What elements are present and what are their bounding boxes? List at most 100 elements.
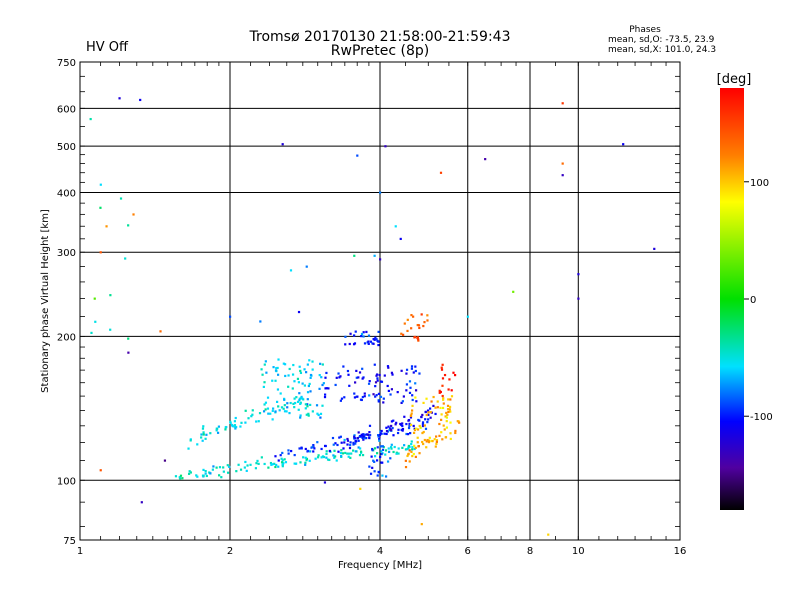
data-point (325, 452, 328, 456)
hv-status-label: HV Off (86, 40, 129, 55)
data-point (281, 463, 284, 466)
colorbar (720, 88, 744, 510)
data-point (442, 424, 445, 427)
data-point (390, 443, 393, 446)
data-point (359, 435, 363, 438)
data-point (309, 376, 312, 379)
data-point (237, 463, 240, 466)
data-point (341, 452, 344, 455)
data-point (426, 314, 429, 317)
data-point (239, 425, 242, 428)
data-point (373, 254, 376, 257)
data-point (99, 251, 102, 254)
data-point (390, 429, 393, 432)
data-point (368, 465, 371, 468)
data-point (127, 351, 130, 354)
data-point (372, 393, 375, 396)
data-point (440, 368, 444, 371)
data-point (340, 441, 343, 444)
data-point (347, 455, 350, 458)
data-point (293, 453, 296, 457)
data-point (377, 435, 380, 438)
data-point (251, 409, 254, 412)
data-point (274, 465, 277, 469)
data-point (354, 450, 357, 453)
data-point (454, 431, 457, 435)
data-point (270, 463, 273, 466)
data-point (424, 427, 428, 430)
data-point (442, 398, 445, 401)
data-point (352, 443, 355, 446)
data-point (99, 206, 102, 209)
data-point (348, 384, 351, 387)
data-point (420, 313, 423, 316)
data-point (293, 380, 296, 383)
data-point (429, 416, 432, 419)
data-point (255, 420, 258, 423)
data-point (376, 446, 379, 449)
data-point (406, 448, 409, 451)
data-point (441, 394, 444, 398)
data-point (299, 414, 302, 417)
data-point (446, 408, 450, 411)
data-point (409, 386, 412, 389)
data-point (287, 449, 290, 452)
data-point (348, 342, 351, 346)
data-point (300, 447, 303, 450)
data-point (336, 443, 339, 447)
data-point (338, 376, 341, 379)
data-point (358, 435, 361, 438)
data-point (200, 436, 203, 439)
data-point (353, 392, 356, 395)
data-point (412, 371, 415, 374)
data-point (313, 447, 316, 450)
x-axis-label: Frequency [MHz] (338, 560, 422, 571)
data-point (448, 408, 451, 411)
data-point (392, 434, 395, 437)
data-point (417, 418, 420, 422)
data-point (202, 425, 205, 428)
data-point (405, 422, 408, 426)
data-point (292, 363, 295, 367)
data-point (400, 423, 403, 427)
data-point (362, 335, 365, 338)
data-point (427, 413, 430, 417)
data-point (320, 376, 323, 379)
y-tick-label: 75 (63, 536, 76, 547)
data-point (220, 476, 223, 479)
data-point (384, 475, 388, 478)
data-point (421, 424, 425, 428)
data-point (298, 397, 301, 400)
data-point (298, 447, 301, 450)
data-point (338, 436, 341, 439)
data-point (380, 461, 383, 464)
data-point (321, 363, 324, 366)
data-point (367, 334, 371, 337)
data-point (335, 459, 338, 462)
data-point (99, 183, 102, 186)
data-point (394, 225, 397, 228)
data-point (435, 442, 438, 445)
data-point (426, 420, 429, 424)
data-point (204, 437, 207, 440)
data-point (159, 330, 162, 333)
data-point (266, 407, 270, 410)
data-point (307, 384, 310, 388)
data-point (368, 436, 371, 440)
data-point (349, 441, 352, 444)
data-point (435, 435, 438, 438)
data-point (337, 372, 340, 375)
data-point (297, 408, 300, 411)
data-point (365, 330, 368, 334)
data-point (418, 424, 421, 428)
data-point (417, 324, 421, 327)
data-point (294, 401, 297, 405)
data-point (308, 359, 311, 362)
data-point (318, 374, 321, 377)
data-point (374, 381, 378, 384)
data-point (264, 401, 268, 404)
data-point (377, 392, 381, 395)
data-point (429, 411, 432, 414)
data-point (414, 382, 417, 385)
data-point (415, 427, 418, 430)
